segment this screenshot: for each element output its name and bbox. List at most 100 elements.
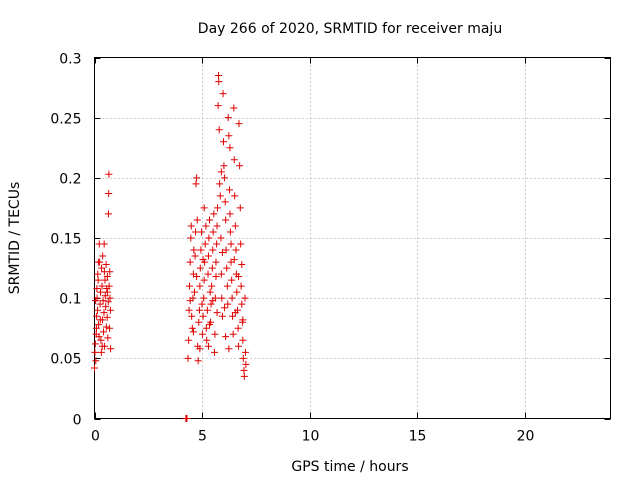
data-point [104, 298, 112, 306]
data-point [97, 288, 105, 296]
data-point [104, 334, 112, 342]
axis-ticks: 0 5 10 15 20 0 0.05 0.1 0.15 0.2 0.25 0.3 [50, 52, 611, 445]
data-point [203, 306, 211, 314]
data-point [106, 294, 114, 302]
data-point [103, 273, 111, 281]
data-point [213, 204, 221, 212]
data-point [101, 292, 109, 300]
data-point [102, 303, 110, 311]
data-point [200, 294, 208, 302]
data-point [190, 288, 198, 296]
data-point [95, 333, 103, 341]
data-point [235, 342, 243, 350]
data-point [98, 282, 106, 290]
data-point [240, 372, 248, 380]
data-point [221, 304, 229, 312]
data-point [96, 316, 104, 324]
data-point [91, 340, 99, 348]
data-point [220, 138, 227, 146]
data-point [185, 306, 193, 314]
data-point [231, 222, 239, 230]
data-point [186, 282, 194, 290]
data-point [237, 240, 245, 248]
data-point [100, 309, 108, 317]
data-point [219, 90, 227, 98]
data-point [209, 297, 217, 305]
y-axis-label: SRMTID / TECUs [7, 182, 23, 295]
data-point [198, 330, 206, 338]
x-tick-label: 0 [91, 429, 100, 445]
data-point [105, 189, 113, 197]
y-tick-label: 0.25 [50, 112, 81, 128]
data-point [217, 234, 225, 242]
data-point [225, 132, 233, 140]
data-point [242, 360, 250, 368]
data-point [230, 256, 238, 264]
data-point [203, 336, 211, 344]
data-point [209, 246, 217, 254]
data-point [200, 276, 208, 284]
data-point [233, 288, 241, 296]
data-point [200, 204, 208, 212]
data-point [97, 348, 105, 356]
data-point [198, 228, 206, 236]
data-point [227, 240, 235, 248]
data-point [196, 282, 204, 290]
data-point [214, 102, 222, 110]
data-point [236, 162, 244, 170]
data-point [213, 309, 221, 317]
data-point [105, 282, 113, 290]
data-point [239, 336, 247, 344]
data-point [192, 228, 200, 236]
data-point [218, 312, 226, 320]
data-point [222, 333, 230, 341]
data-point [183, 415, 191, 422]
data-point [202, 222, 210, 230]
data-point [104, 210, 112, 218]
data-point [241, 348, 249, 356]
data-point [102, 260, 110, 268]
data-point [94, 258, 102, 266]
data-point [234, 324, 242, 332]
data-point [218, 294, 226, 302]
data-point [93, 312, 101, 320]
data-point [202, 324, 210, 332]
data-point [208, 282, 216, 290]
data-point [193, 174, 201, 182]
data-point [216, 180, 224, 188]
data-point [95, 321, 103, 329]
data-point [103, 288, 111, 296]
data-point [93, 285, 101, 293]
data-point [98, 342, 106, 350]
data-point [225, 345, 233, 353]
data-point [221, 198, 229, 206]
data-point [205, 234, 213, 242]
data-point [206, 321, 214, 329]
data-point [230, 156, 238, 164]
data-point [204, 252, 212, 260]
data-point [207, 300, 215, 308]
data-point [222, 216, 230, 224]
data-point [235, 273, 243, 281]
data-point [193, 216, 201, 224]
data-point [204, 342, 212, 350]
data-point [228, 276, 236, 284]
data-point [220, 162, 228, 170]
data-point [94, 270, 102, 278]
data-point [226, 210, 234, 218]
data-point [91, 364, 98, 372]
data-point [235, 120, 243, 128]
data-point [188, 324, 196, 332]
data-point [210, 210, 218, 218]
data-point [191, 252, 199, 260]
data-point [101, 276, 109, 284]
data-point [208, 264, 216, 272]
data-point [194, 357, 202, 365]
data-point [238, 260, 246, 268]
x-tick-label: 15 [409, 429, 427, 445]
data-point [196, 264, 204, 272]
data-point [189, 328, 197, 336]
x-tick-label: 5 [198, 429, 207, 445]
data-point [186, 258, 194, 266]
data-point [188, 312, 196, 320]
